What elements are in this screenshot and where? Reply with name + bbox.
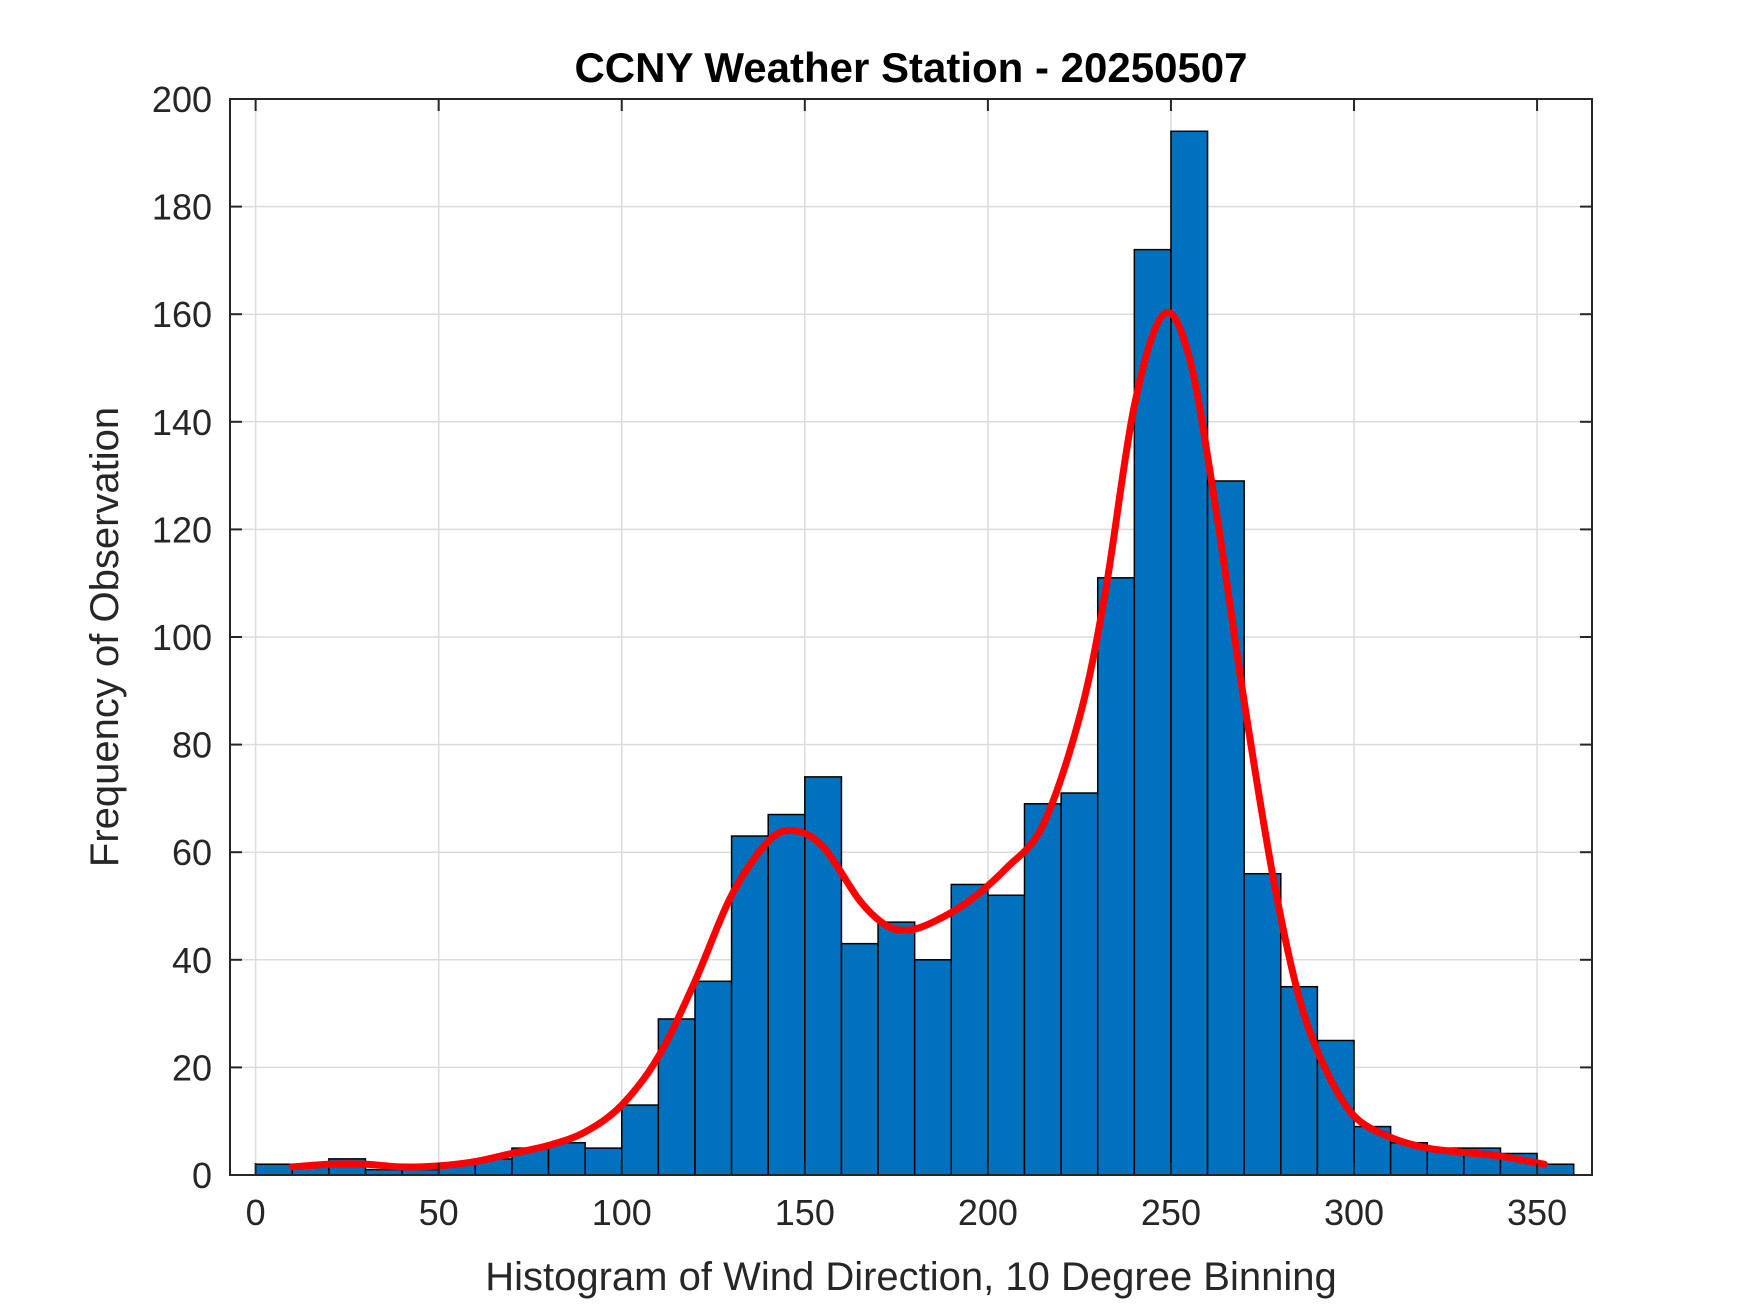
y-tick-label: 80 (172, 725, 212, 766)
x-tick-label: 150 (775, 1192, 835, 1233)
histogram-bar (877, 921, 916, 1176)
y-tick-label: 160 (152, 294, 212, 335)
histogram-bars (254, 130, 1575, 1176)
y-tick-label: 140 (152, 402, 212, 443)
y-tick-label: 40 (172, 940, 212, 981)
fit-curve-layer (288, 309, 1548, 1171)
y-tick-label: 100 (152, 617, 212, 658)
y-tick-label: 60 (172, 832, 212, 873)
y-axis-label: Frequency of Observation (83, 407, 127, 867)
histogram-bar (547, 1141, 586, 1176)
x-tick-label: 350 (1507, 1192, 1567, 1233)
x-tick-label: 100 (592, 1192, 652, 1233)
histogram-bar (767, 813, 806, 1176)
x-tick-label: 200 (958, 1192, 1018, 1233)
y-tick-label: 120 (152, 509, 212, 550)
y-tick-label: 20 (172, 1047, 212, 1088)
x-tick-label: 50 (419, 1192, 459, 1233)
histogram-bar (1060, 792, 1099, 1176)
histogram-bar (987, 894, 1026, 1176)
chart-title: CCNY Weather Station - 20250507 (574, 44, 1247, 91)
histogram-bar (1096, 577, 1136, 1176)
histogram-bar (913, 959, 953, 1176)
histogram-bar (621, 1104, 660, 1176)
y-tick-labels: 0 20 40 60 80 100 120 140 160 180 200 (152, 79, 212, 1196)
x-tick-labels: 0 50 100 150 200 250 300 350 (246, 1192, 1568, 1233)
y-tick-label: 200 (152, 79, 212, 120)
histogram-bar (1243, 872, 1282, 1176)
histogram-bar (1353, 1125, 1392, 1176)
histogram-bar (254, 1163, 293, 1176)
histogram-bar (1170, 130, 1209, 1176)
y-tick-label: 180 (152, 187, 212, 228)
x-axis-label: Histogram of Wind Direction, 10 Degree B… (485, 1255, 1337, 1299)
histogram-bar (1280, 985, 1319, 1176)
x-tick-label: 0 (246, 1192, 266, 1233)
histogram-bar (730, 835, 769, 1176)
x-tick-label: 250 (1141, 1192, 1201, 1233)
axis-ticks (230, 98, 1592, 1176)
y-tick-label: 0 (192, 1155, 212, 1196)
histogram-bar (694, 980, 733, 1176)
histogram-bar (584, 1147, 623, 1176)
fit-curve-line (288, 309, 1548, 1171)
histogram-bar (950, 883, 989, 1176)
histogram-bar (1023, 803, 1062, 1176)
x-tick-label: 300 (1324, 1192, 1384, 1233)
histogram-bar (840, 942, 879, 1176)
